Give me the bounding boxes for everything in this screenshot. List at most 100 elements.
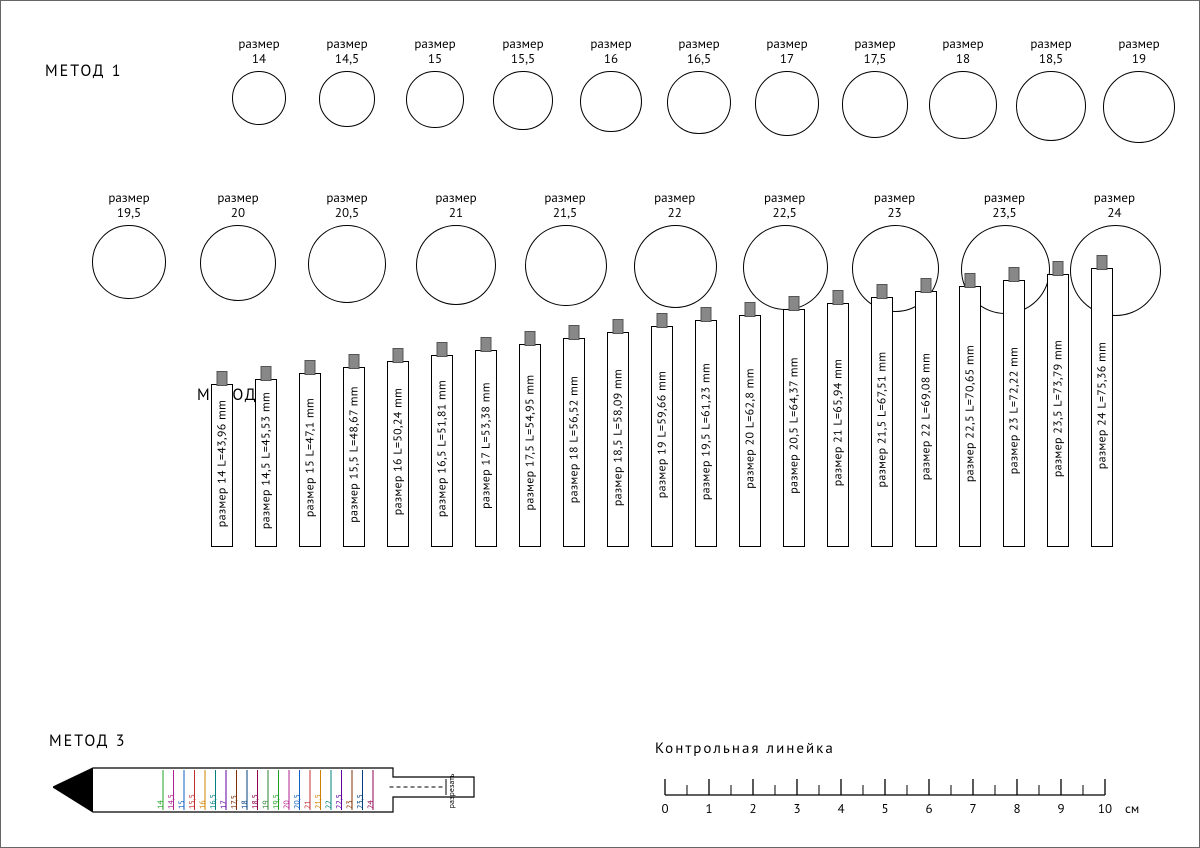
control-ruler: 012345678910см: [651, 771, 1151, 821]
strip-tab-icon: [525, 331, 536, 346]
strip-tab-icon: [569, 325, 580, 340]
size-circle-label: размер 21,5: [525, 191, 605, 221]
svg-text:22: 22: [324, 800, 334, 809]
size-circle: размер 16,5: [659, 37, 739, 134]
size-circle-label: размер 21: [416, 191, 496, 221]
strip-label: размер 21,5 L=67,51 mm: [875, 352, 890, 488]
strip-tab-icon: [1053, 261, 1064, 276]
svg-text:23: 23: [345, 800, 355, 809]
size-strip: размер 15,5 L=48,67 mm: [343, 367, 365, 547]
svg-text:22,5: 22,5: [335, 794, 345, 809]
size-circle: размер 21,5: [525, 191, 605, 306]
size-strip: размер 20 L=62,8 mm: [739, 315, 761, 547]
svg-text:24: 24: [366, 800, 376, 809]
svg-text:3: 3: [793, 800, 800, 817]
strip-tab-icon: [481, 337, 492, 352]
strip-label: размер 16 L=50,24 mm: [391, 388, 406, 515]
strip-label: размер 15,5 L=48,67 mm: [347, 386, 362, 523]
size-strip: размер 22 L=69,08 mm: [915, 291, 937, 547]
size-strip: размер 14 L=43,96 mm: [211, 384, 233, 547]
strip-tab-icon: [789, 296, 800, 311]
size-strip: размер 20,5 L=64,37 mm: [783, 309, 805, 547]
svg-text:23,5: 23,5: [356, 794, 366, 809]
ring-icon: [525, 225, 607, 307]
ring-icon: [743, 225, 828, 310]
size-strip: размер 19 L=59,66 mm: [651, 326, 673, 547]
size-circle-label: размер 14,5: [307, 37, 387, 67]
svg-text:20,5: 20,5: [293, 794, 303, 809]
size-strip: размер 22,5 L=70,65 mm: [959, 286, 981, 547]
size-circle-label: размер 24: [1070, 191, 1159, 221]
size-circle-label: размер 20,5: [307, 191, 387, 221]
strip-label: размер 18 L=56,52 mm: [567, 376, 582, 503]
ring-icon: [1070, 225, 1161, 316]
strip-label: размер 23 L=72,22 mm: [1007, 347, 1022, 474]
strip-tab-icon: [877, 284, 888, 299]
size-circle: размер 19,5: [89, 191, 169, 299]
size-strip: размер 17 L=53,38 mm: [475, 350, 497, 548]
svg-text:2: 2: [749, 800, 756, 817]
size-strip: размер 18,5 L=58,09 mm: [607, 332, 629, 547]
ring-icon: [416, 225, 496, 305]
svg-text:разрезать: разрезать: [447, 773, 457, 808]
size-strip: размер 21 L=65,94 mm: [827, 303, 849, 547]
size-circle-label: размер 15: [395, 37, 475, 67]
size-circle-label: размер 23,5: [961, 191, 1048, 221]
strip-label: размер 15 L=47,1 mm: [303, 398, 318, 517]
strip-label: размер 17,5 L=54,95 mm: [523, 375, 538, 511]
strip-tab-icon: [1009, 267, 1020, 282]
strip-label: размер 24 L=75,36 mm: [1095, 341, 1110, 468]
size-circle: размер 21: [416, 191, 496, 305]
strip-tab-icon: [393, 348, 404, 363]
ring-icon: [580, 71, 641, 132]
size-circle: размер 16: [571, 37, 651, 132]
svg-text:19: 19: [261, 800, 271, 809]
strip-label: размер 21 L=65,94 mm: [831, 359, 846, 486]
size-circle: размер 22,5: [743, 191, 826, 310]
ring-icon: [755, 71, 820, 136]
strip-tab-icon: [965, 273, 976, 288]
size-strip: размер 16,5 L=51,81 mm: [431, 355, 453, 547]
strip-tab-icon: [349, 354, 360, 369]
size-circle: размер 22: [634, 191, 715, 308]
strip-label: размер 23,5 L=73,79 mm: [1051, 339, 1066, 476]
strip-label: размер 19 L=59,66 mm: [655, 370, 670, 497]
size-strip: размер 16 L=50,24 mm: [387, 361, 409, 547]
strip-tab-icon: [833, 290, 844, 305]
svg-text:1: 1: [705, 800, 712, 817]
svg-text:15,5: 15,5: [188, 794, 198, 809]
ring-icon: [1103, 71, 1175, 143]
size-circle-label: размер 18: [923, 37, 1003, 67]
svg-text:15: 15: [177, 800, 187, 809]
size-circle-label: размер 17,5: [835, 37, 915, 67]
size-circle: размер 14,5: [307, 37, 387, 127]
method3-title: МЕТОД 3: [49, 731, 126, 751]
strip-tab-icon: [305, 360, 316, 375]
size-circle: размер 17: [747, 37, 827, 136]
ring-icon: [232, 71, 286, 125]
svg-text:18,5: 18,5: [251, 794, 261, 809]
strip-tab-icon: [261, 366, 272, 381]
svg-text:0: 0: [661, 800, 668, 817]
size-strip: размер 17,5 L=54,95 mm: [519, 344, 541, 547]
size-circle-label: размер 20: [198, 191, 278, 221]
svg-text:5: 5: [881, 800, 888, 817]
svg-text:8: 8: [1013, 800, 1020, 817]
size-circle-label: размер 23: [852, 191, 937, 221]
ring-icon: [319, 71, 375, 127]
svg-text:10: 10: [1098, 800, 1112, 817]
svg-text:16,5: 16,5: [209, 794, 219, 809]
size-circle: размер 18: [923, 37, 1003, 139]
ring-icon: [634, 225, 717, 308]
size-strip: размер 14,5 L=45,53 mm: [255, 379, 277, 547]
ring-icon: [842, 71, 909, 138]
size-circle-label: размер 16: [571, 37, 651, 67]
ring-icon: [92, 225, 166, 299]
strip-label: размер 14,5 L=45,53 mm: [259, 392, 274, 529]
strip-label: размер 20 L=62,8 mm: [743, 368, 758, 489]
size-circle-label: размер 16,5: [659, 37, 739, 67]
ring-icon: [200, 225, 276, 301]
strip-label: размер 19,5 L=61,23 mm: [699, 363, 714, 500]
strip-label: размер 20,5 L=64,37 mm: [787, 357, 802, 494]
svg-text:7: 7: [969, 800, 976, 817]
